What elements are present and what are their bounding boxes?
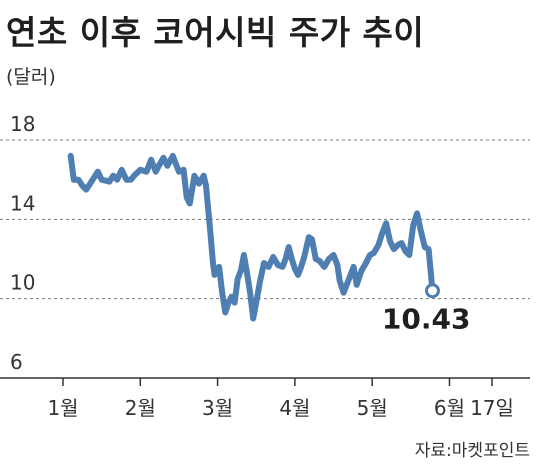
x-tick-label-5: 6월 (434, 396, 465, 420)
last-price-marker (424, 283, 440, 299)
x-tick-label-1: 2월 (125, 396, 156, 420)
x-axis-ticks: 1월 2월 3월 4월 5월 6월 17일 (47, 378, 514, 420)
y-tick-label-18: 18 (10, 112, 35, 136)
y-tick-label-14: 14 (10, 191, 35, 215)
y-tick-label-10: 10 (10, 271, 35, 295)
y-axis-ticks: 18 14 10 6 (10, 112, 35, 374)
x-tick-label-3: 4월 (279, 396, 310, 420)
gridlines (0, 139, 530, 300)
x-tick-label-0: 1월 (47, 396, 78, 420)
y-tick-label-6: 6 (10, 350, 23, 374)
last-price-label: 10.43 (382, 303, 471, 336)
chart-title: 연초 이후 코어시빅 주가 추이 (6, 13, 424, 52)
price-series-line (67, 152, 436, 322)
x-tick-label-2: 3월 (202, 396, 233, 420)
x-tick-label-4: 5월 (357, 396, 388, 420)
x-tick-label-6: 17일 (470, 396, 514, 420)
y-axis-unit-label: (달러) (6, 66, 56, 88)
source-label: 자료:마켓포인트 (415, 441, 530, 461)
